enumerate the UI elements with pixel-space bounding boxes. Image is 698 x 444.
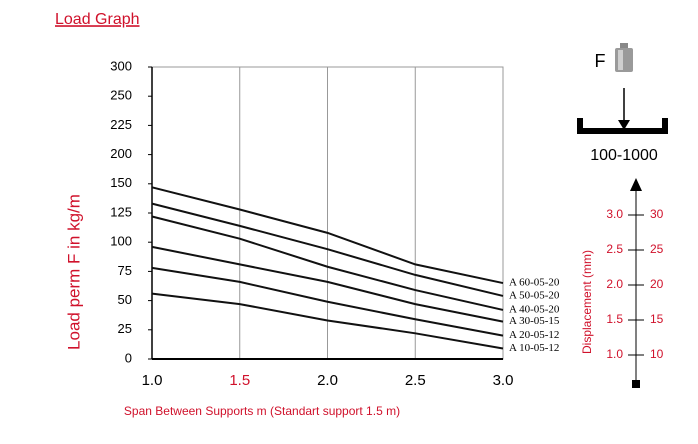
y-tick-label: 200 (110, 146, 132, 161)
displacement-tick-label: 10 (650, 347, 664, 361)
series-line (151, 266, 504, 337)
displacement-mm-label: 2.0 (606, 277, 623, 291)
force-arrowhead (618, 120, 630, 130)
model-range: 100-1000 (590, 147, 658, 164)
y-tick-label: 150 (110, 175, 132, 190)
series-line (151, 292, 504, 350)
force-label: F (595, 51, 606, 71)
x-tick-label: 2.0 (317, 372, 338, 389)
displacement-tick-label: 30 (650, 207, 664, 221)
y-tick-label: 225 (110, 117, 132, 132)
y-tick-label: 250 (110, 88, 132, 103)
y-axis-label: Load perm F in kg/m (64, 194, 83, 350)
x-tick-label: 1.0 (142, 372, 163, 389)
displacement-mm-label: 1.0 (606, 347, 623, 361)
displacement-arrowhead (630, 178, 642, 191)
displacement-title: Displacement (mm) (580, 250, 594, 354)
weight-icon (615, 43, 633, 72)
y-tick-label: 25 (118, 321, 132, 336)
displacement-tick-label: 25 (650, 242, 664, 256)
series-label: A 10-05-12 (509, 342, 559, 354)
y-tick-label: 100 (110, 234, 132, 249)
x-tick-label: 1.5 (229, 372, 250, 389)
x-tick-label: 2.5 (405, 372, 426, 389)
chart-title: Load Graph (55, 11, 140, 28)
series-label: A 50-05-20 (509, 289, 560, 301)
displacement-tick-label: 20 (650, 277, 664, 291)
series-label: A 20-05-12 (509, 329, 559, 341)
series-label: A 30-05-15 (509, 315, 560, 327)
displacement-mm-label: 2.5 (606, 242, 623, 256)
series-line (151, 202, 504, 297)
series-label: A 60-05-20 (509, 277, 560, 289)
y-tick-label: 0 (125, 350, 132, 365)
y-tick-label: 125 (110, 204, 132, 219)
series-line (151, 186, 504, 285)
displacement-mm-label: 1.5 (606, 312, 623, 326)
series-line (151, 245, 504, 323)
y-tick-label: 50 (118, 292, 132, 307)
y-tick-label: 300 (110, 58, 132, 73)
x-axis-label: Span Between Supports m (Standart suppor… (124, 404, 400, 418)
displacement-mm-label: 3.0 (606, 207, 623, 221)
series-line (151, 215, 504, 311)
profile-section (577, 118, 668, 134)
displacement-tick-label: 15 (650, 312, 664, 326)
y-tick-label: 75 (118, 263, 132, 278)
x-tick-label: 3.0 (493, 372, 514, 389)
displacement-base (632, 380, 640, 388)
series-label: A 40-05-20 (509, 303, 560, 315)
